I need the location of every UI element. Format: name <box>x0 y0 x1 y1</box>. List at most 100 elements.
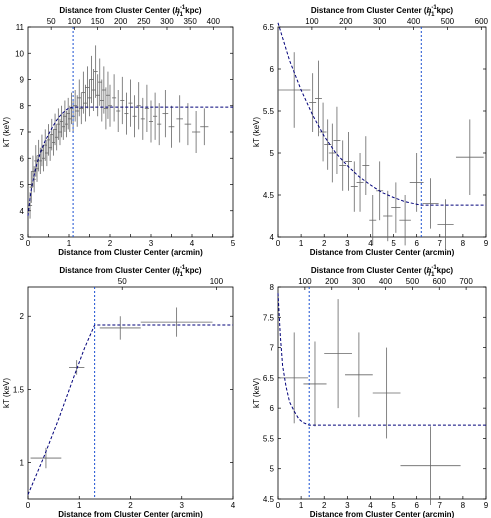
data-point <box>333 106 341 174</box>
data-point <box>309 73 317 132</box>
top-tick-label: 400 <box>407 17 421 26</box>
y-tick-label: 6 <box>270 65 275 74</box>
y-tick-label: 9 <box>20 76 25 85</box>
y-tick-label: 1 <box>20 458 25 467</box>
data-point <box>51 129 56 156</box>
x-tick-label: 1 <box>77 501 82 510</box>
y-tick-label: 5 <box>270 465 275 474</box>
chart-panel-b: 0 1 2 3 4 5 6 7 8 9 4 4.5 5 5.5 6 6.5 100 200 300 400 500 600… <box>252 5 489 257</box>
x-axis-label: Distance from Cluster Center (arcmin) <box>310 510 455 518</box>
data-point <box>362 136 370 195</box>
data-point <box>176 95 183 143</box>
chart-panel-c: 0 1 2 3 4 1 1.5 2 50 100 Distance from Cluster Cen… <box>2 265 236 518</box>
y-tick-label: 7 <box>270 344 275 353</box>
plot-frame <box>27 286 234 500</box>
plot-frame <box>277 286 487 500</box>
data-point <box>409 153 424 212</box>
x-tick-label: 6 <box>414 501 419 510</box>
data-point <box>64 111 69 138</box>
x-tick-label: 0 <box>276 501 281 510</box>
x-axis-label: Distance from Cluster Center (arcmin) <box>58 510 203 518</box>
data-point <box>43 129 47 161</box>
data-point <box>372 347 401 439</box>
x-tick-label: 2 <box>322 501 327 510</box>
data-point <box>116 90 121 132</box>
x-tick-label: 5 <box>391 501 396 510</box>
x-tick-label: 1 <box>299 239 304 248</box>
fit-curve <box>277 22 486 206</box>
x-tick-label: 2 <box>128 501 133 510</box>
top-tick-label: 200 <box>325 277 339 286</box>
y-tick-label: 5 <box>20 181 25 190</box>
top-axis-label: Distance from Cluster Center (h-1 71 kpc) <box>59 265 202 278</box>
y-tick-label: 3 <box>20 233 25 242</box>
top-tick-label: 50 <box>47 17 56 26</box>
data-point <box>59 105 64 138</box>
top-tick-label: 100 <box>68 17 82 26</box>
y-axis-label: kT (keV) <box>252 378 261 408</box>
data-point <box>89 55 94 104</box>
y-tick-label: 4 <box>20 207 25 216</box>
top-tick-label: 200 <box>339 17 353 26</box>
data-point <box>345 332 373 418</box>
data-point <box>58 118 62 146</box>
top-tick-label: 100 <box>298 277 312 286</box>
data-point <box>87 79 92 117</box>
fit-curve <box>27 106 233 217</box>
y-axis-label: kT (keV) <box>2 117 11 147</box>
data-point <box>399 195 411 246</box>
data-point <box>339 140 347 191</box>
x-axis-label: Distance from Cluster Center (arcmin) <box>310 248 455 257</box>
chart-panel-d: 0 1 2 3 4 5 6 7 8 9 4.5 5 5.5 6 6.5 7 7.5 8 100 200 300 400 50… <box>252 265 489 518</box>
x-tick-label: 8 <box>461 239 466 248</box>
y-tick-label: 2 <box>20 312 25 321</box>
y-tick-label: 5.5 <box>263 107 275 116</box>
y-tick-label: 5 <box>270 149 275 158</box>
y-tick-label: 6 <box>270 404 275 413</box>
data-point <box>55 124 59 151</box>
data-point <box>99 79 104 122</box>
y-tick-label: 8 <box>20 102 25 111</box>
top-tick-label: 500 <box>441 17 455 26</box>
data-point <box>61 113 65 140</box>
data-point <box>356 153 364 212</box>
data-point <box>437 199 454 250</box>
x-tick-label: 2 <box>108 239 113 248</box>
top-tick-label: 400 <box>207 17 221 26</box>
data-point <box>69 92 74 125</box>
top-tick-label: 50 <box>118 277 127 286</box>
x-tick-label: 0 <box>26 239 31 248</box>
chart-panel-a: 0 1 2 3 4 5 3 4 5 6 7 8 9 10 11 50 100 150 200 250 300 350 400… <box>2 5 236 257</box>
data-point <box>46 124 51 156</box>
top-tick-label: 600 <box>433 277 447 286</box>
y-tick-label: 7.5 <box>263 313 275 322</box>
top-tick-label: 300 <box>373 17 387 26</box>
data-point <box>422 178 439 229</box>
data-point <box>101 66 106 114</box>
top-axis-label: Distance from Cluster Center (h-1 71 kpc) <box>311 265 454 278</box>
x-tick-label: 4 <box>190 239 195 248</box>
data-point <box>28 192 33 219</box>
y-tick-label: 8 <box>270 283 275 292</box>
top-tick-label: 350 <box>183 17 197 26</box>
data-point <box>303 341 327 427</box>
data-point <box>63 100 67 132</box>
y-tick-label: 10 <box>15 49 24 58</box>
data-point <box>153 92 158 140</box>
data-point <box>400 426 461 506</box>
x-tick-label: 1 <box>67 239 72 248</box>
x-tick-label: 2 <box>322 239 327 248</box>
x-tick-label: 3 <box>345 239 350 248</box>
x-tick-label: 8 <box>461 501 466 510</box>
top-tick-label: 700 <box>459 277 473 286</box>
data-point <box>112 74 117 122</box>
data-point <box>48 134 52 161</box>
y-tick-label: 7 <box>20 128 25 137</box>
x-tick-label: 9 <box>484 239 489 248</box>
x-tick-label: 1 <box>299 501 304 510</box>
data-point <box>95 74 100 117</box>
y-tick-label: 6.5 <box>263 23 275 32</box>
plot-frame <box>277 26 487 238</box>
data-point <box>124 92 129 135</box>
